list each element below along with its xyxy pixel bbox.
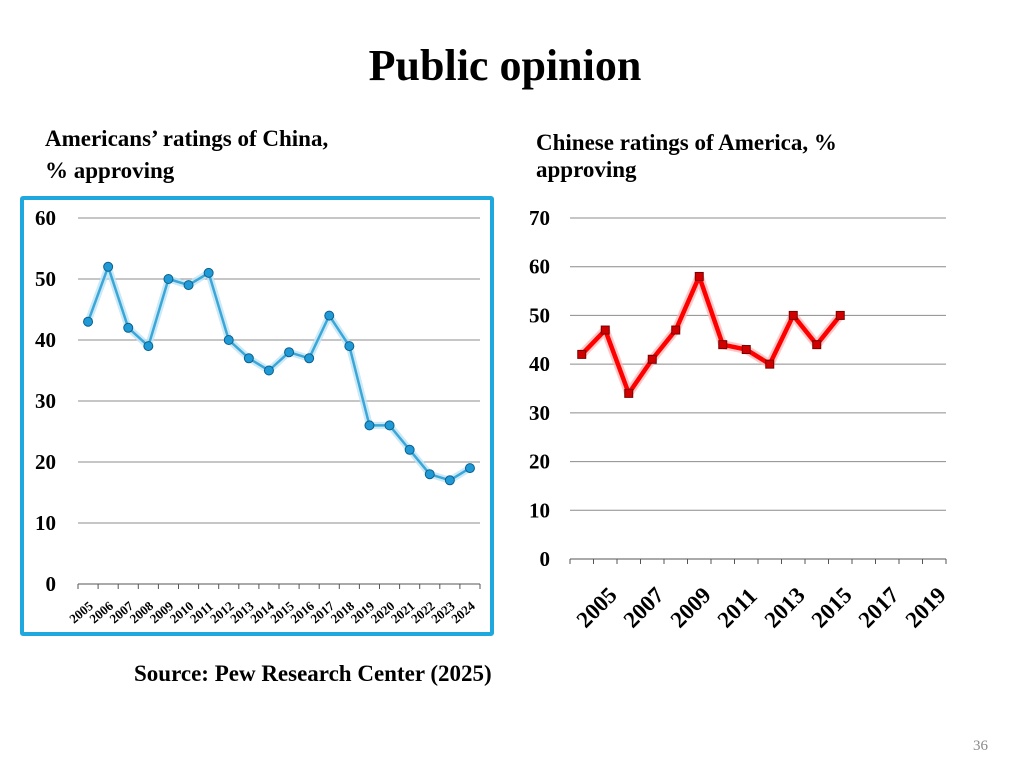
left-y-tick-label: 30 <box>35 389 56 413</box>
left-data-point <box>304 353 315 364</box>
right-y-tick-label: 50 <box>529 303 550 327</box>
right-x-tick-label: 2005 <box>572 582 622 632</box>
left-data-point <box>384 420 395 431</box>
left-data-point <box>324 310 335 321</box>
left-data-point <box>203 267 214 278</box>
left-y-tick-label: 60 <box>35 206 56 230</box>
right-data-point <box>577 349 587 359</box>
right-y-tick-label: 60 <box>529 255 550 279</box>
left-chart-title-line-2: % approving <box>45 158 175 183</box>
right-y-tick-label: 70 <box>529 206 550 230</box>
right-data-point <box>647 354 657 364</box>
left-data-point <box>424 469 435 480</box>
right-data-point <box>671 325 681 335</box>
right-chart-title-line-1: Chinese ratings of America, % <box>536 130 837 155</box>
left-data-point <box>243 353 254 364</box>
left-y-tick-label: 50 <box>35 267 56 291</box>
left-data-point <box>364 420 375 431</box>
right-x-tick-label: 2011 <box>713 583 762 632</box>
right-data-point <box>624 388 634 398</box>
left-data-point <box>464 463 475 474</box>
right-y-tick-label: 20 <box>529 450 550 474</box>
right-x-tick-label: 2019 <box>901 582 951 632</box>
right-data-point <box>718 340 728 350</box>
left-data-point <box>123 322 134 333</box>
right-y-tick-label: 40 <box>529 352 550 376</box>
left-data-point <box>103 261 114 272</box>
left-data-point <box>163 274 174 284</box>
left-data-point <box>263 365 274 376</box>
right-chart-title: Chinese ratings of America, % approving <box>536 129 906 183</box>
right-data-point <box>812 340 822 350</box>
right-x-tick-label: 2009 <box>666 582 716 632</box>
left-chart-title-line-1: Americans’ ratings of China, <box>45 126 329 151</box>
right-chart-title-line-2: approving <box>536 157 637 182</box>
left-data-point <box>83 316 94 327</box>
right-data-point <box>741 345 751 355</box>
left-y-tick-label: 20 <box>35 450 56 474</box>
left-data-point <box>404 444 415 455</box>
right-x-tick-label: 2007 <box>619 582 669 632</box>
left-y-tick-label: 0 <box>46 572 57 596</box>
slide-title: Public opinion <box>368 41 642 90</box>
left-chart-highlight-frame <box>20 196 494 636</box>
left-data-point <box>143 341 154 352</box>
right-y-tick-label: 10 <box>529 498 550 522</box>
right-x-tick-label: 2015 <box>807 582 857 632</box>
left-data-point <box>223 335 234 345</box>
left-series-line <box>86 265 471 482</box>
right-data-point <box>788 310 798 320</box>
source-note: Source: Pew Research Center (2025) <box>134 661 492 686</box>
left-y-tick-label: 40 <box>35 328 56 352</box>
page-number: 36 <box>973 738 988 754</box>
right-data-point <box>835 310 845 320</box>
left-data-point <box>284 347 295 358</box>
right-x-tick-label: 2013 <box>760 582 810 632</box>
right-y-tick-label: 0 <box>540 547 551 571</box>
left-chart-title: Americans’ ratings of China, % approving <box>45 123 405 187</box>
right-data-point <box>694 271 704 281</box>
right-data-point <box>600 325 610 335</box>
left-data-point <box>344 341 355 352</box>
right-data-point <box>765 359 775 369</box>
right-y-tick-label: 30 <box>529 401 550 425</box>
left-data-point <box>444 475 455 486</box>
right-series-line <box>580 274 843 396</box>
right-x-tick-label: 2017 <box>854 582 904 632</box>
left-data-point <box>183 280 194 291</box>
left-y-tick-label: 10 <box>35 511 56 535</box>
